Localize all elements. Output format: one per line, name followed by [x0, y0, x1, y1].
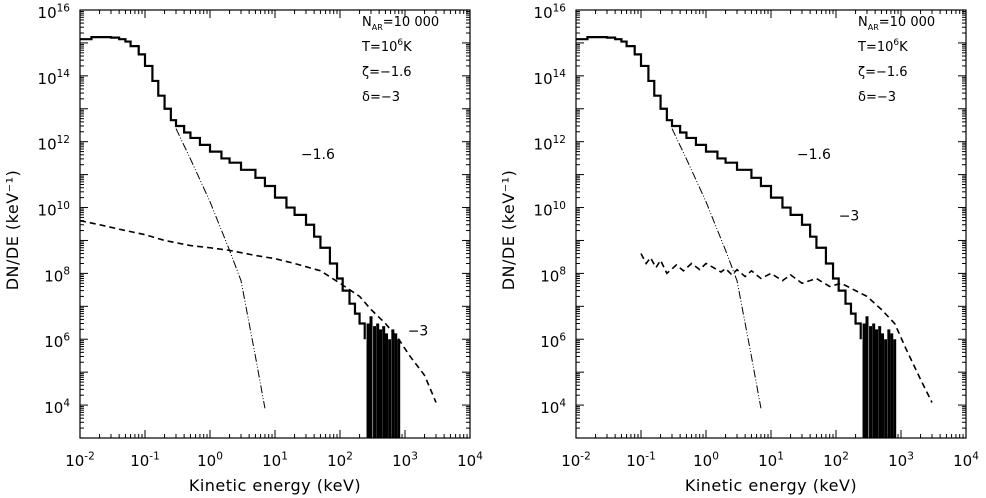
series-group: [80, 36, 437, 438]
y-tick-label: 1010: [534, 200, 566, 220]
y-tick-label: 108: [44, 266, 70, 286]
series-solid-line: [80, 36, 366, 340]
y-tick-label: 1014: [534, 68, 567, 88]
y-tick-label: 1012: [38, 134, 70, 154]
x-tick-label: 101: [262, 450, 288, 470]
x-tick-label: 102: [327, 450, 353, 470]
y-tick-label: 106: [44, 331, 70, 351]
y-tick-label: 104: [540, 397, 566, 417]
x-tick-label: 10-1: [130, 450, 160, 470]
x-tick-label: 104: [953, 450, 979, 470]
x-tick-label: 104: [457, 450, 483, 470]
x-axis-label: Kinetic energy (keV): [685, 476, 857, 495]
x-tick-label: 103: [888, 450, 914, 470]
y-tick-label: 1014: [38, 68, 71, 88]
y-tick-label: 104: [44, 397, 70, 417]
y-axis-label: DN/DE (keV⁻¹): [499, 170, 518, 291]
x-axis-label: Kinetic energy (keV): [189, 476, 361, 495]
legend-line: δ=−3: [362, 90, 400, 105]
x-tick-label: 100: [197, 450, 223, 470]
legend-line: NAR=10 000: [858, 15, 935, 32]
y-tick-label: 1016: [38, 2, 71, 22]
x-tick-label: 10-2: [65, 450, 95, 470]
x-tick-label: 101: [758, 450, 784, 470]
x-tick-label: 10-1: [626, 450, 656, 470]
y-tick-label: 1010: [38, 200, 70, 220]
x-tick-label: 102: [823, 450, 849, 470]
series-group: [576, 36, 933, 438]
slope-annotation: −1.6: [797, 147, 831, 163]
x-tick-label: 10-2: [561, 450, 591, 470]
legend-line: ζ=−1.6: [858, 65, 908, 80]
series-solid-line: [576, 36, 862, 340]
series-dashdot-line: [671, 128, 762, 409]
slope-annotation: −1.6: [301, 147, 335, 163]
legend-line: ζ=−1.6: [362, 65, 412, 80]
series-dashed-line: [640, 253, 933, 403]
legend-line: T=106K: [361, 38, 412, 55]
x-tick-label: 100: [693, 450, 719, 470]
y-tick-label: 1016: [534, 2, 567, 22]
legend-line: NAR=10 000: [362, 15, 439, 32]
y-axis-label: DN/DE (keV⁻¹): [3, 170, 22, 291]
legend-line: δ=−3: [858, 90, 896, 105]
chart-panel-2: 10-2 10-1 100 101 102 103 104 104 106 108 1010 1012…: [499, 2, 979, 495]
slope-annotation: −3: [839, 209, 860, 225]
x-tick-label: 103: [392, 450, 418, 470]
y-tick-label: 108: [540, 266, 566, 286]
slope-annotation: −3: [408, 323, 429, 339]
y-tick-label: 1012: [534, 134, 566, 154]
y-tick-label: 106: [540, 331, 566, 351]
legend-line: T=106K: [857, 38, 908, 55]
chart-panel-1: 10-2 10-1 100 101 102 103 104 104 106 108 1010 1012…: [3, 2, 483, 495]
